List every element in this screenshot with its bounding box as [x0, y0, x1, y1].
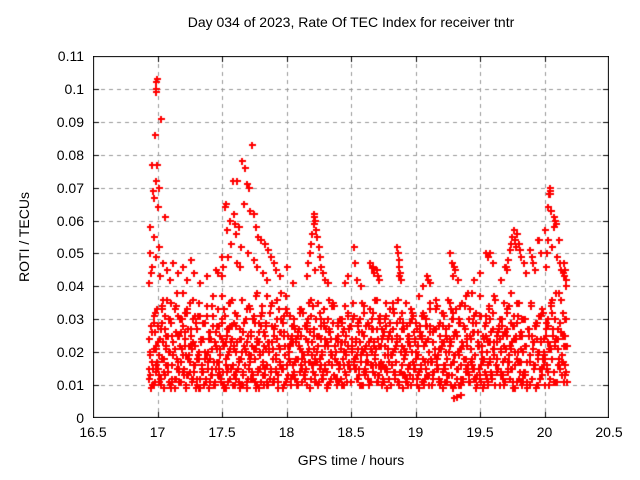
y-tick-label: 0.06: [56, 212, 84, 229]
y-tick-label: 0.05: [56, 245, 84, 262]
y-axis-label: ROTI / TECUs: [16, 192, 32, 282]
x-tick-label: 17.5: [208, 424, 236, 440]
y-tick-label: 0.07: [56, 179, 84, 196]
x-tick-label: 20.5: [595, 424, 623, 440]
y-tick-label: 0.11: [57, 48, 84, 64]
y-tick-label: 0.1: [64, 80, 84, 97]
x-tick-label: 19: [407, 424, 424, 440]
y-tick-label: 0.08: [56, 146, 84, 163]
x-tick-label: 19.5: [466, 424, 494, 440]
y-tick-label: 0.04: [56, 278, 84, 295]
x-tick-label: 16.5: [79, 424, 107, 440]
x-axis-label: GPS time / hours: [297, 452, 405, 468]
chart-title: Day 034 of 2023, Rate Of TEC Index for r…: [187, 14, 515, 30]
plot-canvas: [93, 56, 609, 418]
x-tick-label: 18.5: [337, 424, 365, 440]
y-tick-label: 0.03: [56, 311, 84, 328]
y-tick-label: 0: [76, 410, 84, 426]
x-tick-label: 20: [536, 424, 553, 440]
x-tick-label: 17: [149, 424, 166, 440]
x-tick-label: 18: [278, 424, 295, 440]
y-tick-label: 0.02: [56, 344, 84, 361]
y-tick-label: 0.09: [56, 113, 84, 130]
y-tick-label: 0.01: [56, 377, 84, 394]
